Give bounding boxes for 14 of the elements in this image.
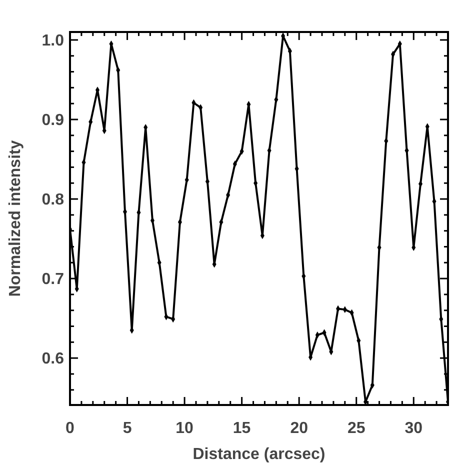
x-axis-title: Distance (arcsec) — [192, 446, 326, 463]
x-tick-label: 20 — [290, 420, 308, 437]
x-tick-label: 25 — [347, 420, 366, 437]
y-tick-label: 0.7 — [42, 271, 64, 288]
y-tick-label: 1.0 — [42, 32, 64, 50]
x-tick-label: 0 — [66, 420, 75, 437]
x-tick-label: 5 — [122, 420, 132, 437]
x-tick-label: 15 — [232, 420, 251, 437]
y-tick-label: 0.9 — [42, 112, 64, 130]
y-axis-title: Normalized intensity — [7, 140, 24, 297]
y-tick-label: 0.8 — [42, 192, 64, 209]
y-tick-label: 0.6 — [42, 350, 64, 368]
x-tick-label: 30 — [404, 420, 423, 437]
x-tick-label: 10 — [176, 420, 194, 437]
